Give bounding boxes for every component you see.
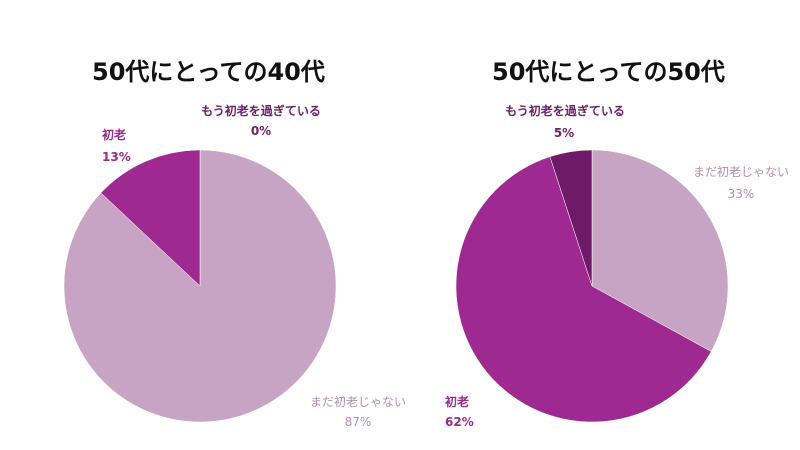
chart-title-left: 50代にとっての40代 bbox=[92, 58, 325, 86]
slice-label-name: まだ初老じゃない bbox=[309, 395, 406, 409]
slice-label-name: 初老 bbox=[445, 395, 470, 409]
right-label-shoro: 初老 62% bbox=[445, 394, 474, 430]
right-label-not-yet: まだ初老じゃない 33% bbox=[686, 164, 796, 202]
left-label-not-yet: まだ初老じゃない 87% bbox=[300, 394, 416, 430]
slice-label-name: もう初老を過ぎている bbox=[201, 104, 321, 118]
slice-label-percent: 87% bbox=[344, 415, 372, 429]
pie-slice bbox=[549, 149, 593, 287]
pie-slice bbox=[591, 149, 729, 352]
slice-label-percent: 5% bbox=[553, 126, 575, 140]
slice-label-percent: 13% bbox=[102, 150, 131, 164]
slice-label-name: まだ初老じゃない bbox=[692, 165, 789, 179]
left-label-shoro: 初老 13% bbox=[102, 127, 131, 165]
slice-label-percent: 62% bbox=[445, 415, 474, 429]
slice-label-name: 初老 bbox=[102, 128, 127, 142]
slice-label-name: もう初老を過ぎている bbox=[505, 104, 625, 118]
pie-slice bbox=[455, 156, 712, 423]
slice-label-percent: 0% bbox=[250, 124, 272, 138]
chart-title-right: 50代にとっての50代 bbox=[492, 58, 725, 86]
slice-label-percent: 33% bbox=[727, 187, 755, 201]
left-label-past: もう初老を過ぎている 0% bbox=[194, 103, 328, 139]
right-label-past: もう初老を過ぎている 5% bbox=[498, 103, 632, 141]
pie-slice bbox=[100, 149, 201, 287]
